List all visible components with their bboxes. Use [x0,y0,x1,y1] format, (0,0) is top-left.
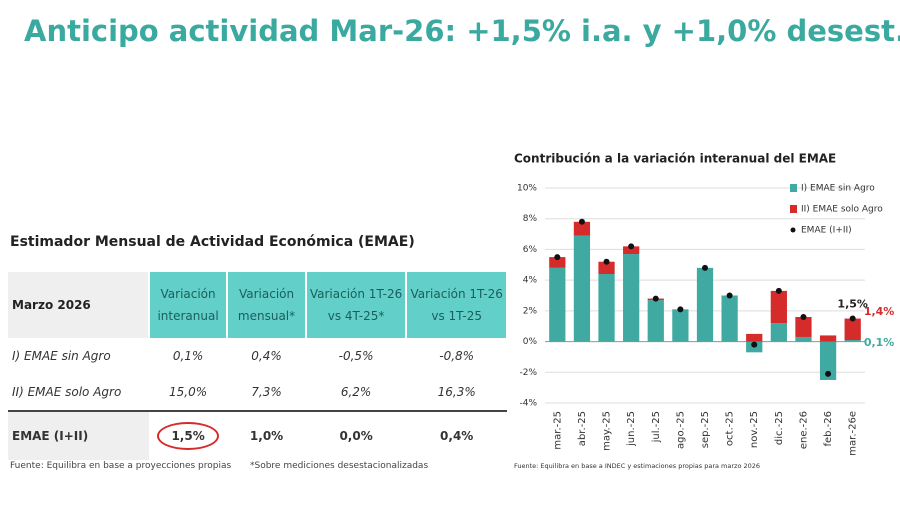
header-cell: Variación 1T-26 vs 1T-25 [406,272,508,338]
cell: 1,5% [148,410,228,460]
point [554,254,561,261]
cell: I) EMAE sin Agro [12,349,111,363]
x-tick-label: ene.-26 [798,411,809,449]
bar-segment [746,333,763,342]
cell: II) EMAE solo Agro [12,385,122,399]
y-tick-label: 6% [523,245,538,255]
y-tick-label: 4% [523,276,538,286]
bar-segment [844,340,861,342]
cell: 15,0% [169,385,208,399]
x-tick-label: feb.-26 [823,411,834,447]
legend-label: II) EMAE solo Agro [801,205,883,215]
point [677,306,684,313]
slide-title: Anticipo actividad Mar-26: +1,5% i.a. y … [24,14,900,48]
bar-segment [623,254,640,342]
bar-segment [647,300,664,342]
point [578,218,585,225]
bar-segment [573,221,591,236]
point [751,341,758,348]
cell: 0,0% [305,410,407,460]
x-tick-label: sep.-25 [700,411,711,448]
bar-segment [770,290,787,324]
x-tick-label: jun.-25 [626,411,637,447]
bar-segment [819,335,837,342]
legend-swatch [790,227,796,233]
bar-segment [795,317,812,337]
cell: EMAE (I+II) [8,410,149,460]
header-cell: Variación 1T-26 vs 4T-25* [305,272,408,338]
y-tick-label: -4% [519,399,537,409]
x-tick-label: abr.-25 [577,411,588,446]
x-tick-label: oct.-25 [725,411,736,446]
y-tick-label: 10% [517,184,537,194]
bar-segment [623,246,640,255]
chart-source: Fuente: Equilibra en base a INDEC y esti… [514,462,760,470]
table: Marzo 2026 Variación interanual Variació… [8,272,508,460]
table-note: *Sobre mediciones desestacionalizadas [250,461,429,471]
cell: 0,4% [251,349,282,363]
bar-segment [819,341,837,380]
legend-swatch [790,184,797,192]
cell: 0,1% [172,349,204,363]
point [800,314,807,320]
header-cell: Variación interanual [148,272,229,338]
x-tick-label: dic.-25 [774,411,785,445]
point [825,370,832,377]
bar-segment [844,318,861,341]
x-tick-label: nov.-25 [749,411,760,448]
x-tick-label: ago.-25 [675,411,686,449]
x-tick-label: may.-25 [602,411,613,451]
y-tick-label: 0% [523,337,538,347]
bar-segment [770,323,787,342]
bar-segment [573,235,591,342]
bar-segment [549,267,566,342]
value-label: 0,1% [864,336,895,349]
bar-segment [721,295,738,342]
legend-label: EMAE (I+II) [801,226,852,236]
value-label: 1,4% [864,305,895,318]
bar-segment [672,309,689,342]
bar-segment [598,261,615,274]
point [849,315,856,322]
x-tick-label: mar.-25 [552,411,563,450]
table-note: Fuente: Equilibra en base a proyecciones… [10,461,232,471]
header-cell: Marzo 2026 [8,272,150,338]
cell: 16,3% [437,385,476,399]
header-cell: Variación mensual* [227,272,307,338]
bar-segment [598,274,615,342]
table-title: Estimador Mensual de Actividad Económica… [10,234,415,250]
cell: 6,2% [340,385,372,399]
cell: -0,5% [338,349,374,363]
legend-label: I) EMAE sin Agro [801,184,875,194]
x-tick-label: mar.-26e [848,411,859,456]
bar-segment [549,257,566,268]
bar-segment [696,267,714,342]
cell: -0,8% [439,349,475,363]
y-tick-label: 2% [523,306,538,316]
x-tick-label: jul.-25 [651,411,662,443]
chart-title: Contribución a la variación interanual d… [514,152,836,166]
highlight-circle: 1,5% [157,422,219,450]
cell: 1,0% [227,410,306,460]
point [603,258,610,265]
point [775,287,782,294]
bar-segment [795,336,812,342]
value-label: 1,5% [837,298,868,311]
point [726,292,733,299]
cell: 7,3% [251,385,282,399]
cell: 0,4% [406,410,507,460]
y-tick-label: 8% [523,214,538,224]
point [652,295,659,302]
y-tick-label: -2% [519,368,537,378]
legend-swatch [790,205,797,213]
point [702,264,708,271]
point [628,243,635,250]
